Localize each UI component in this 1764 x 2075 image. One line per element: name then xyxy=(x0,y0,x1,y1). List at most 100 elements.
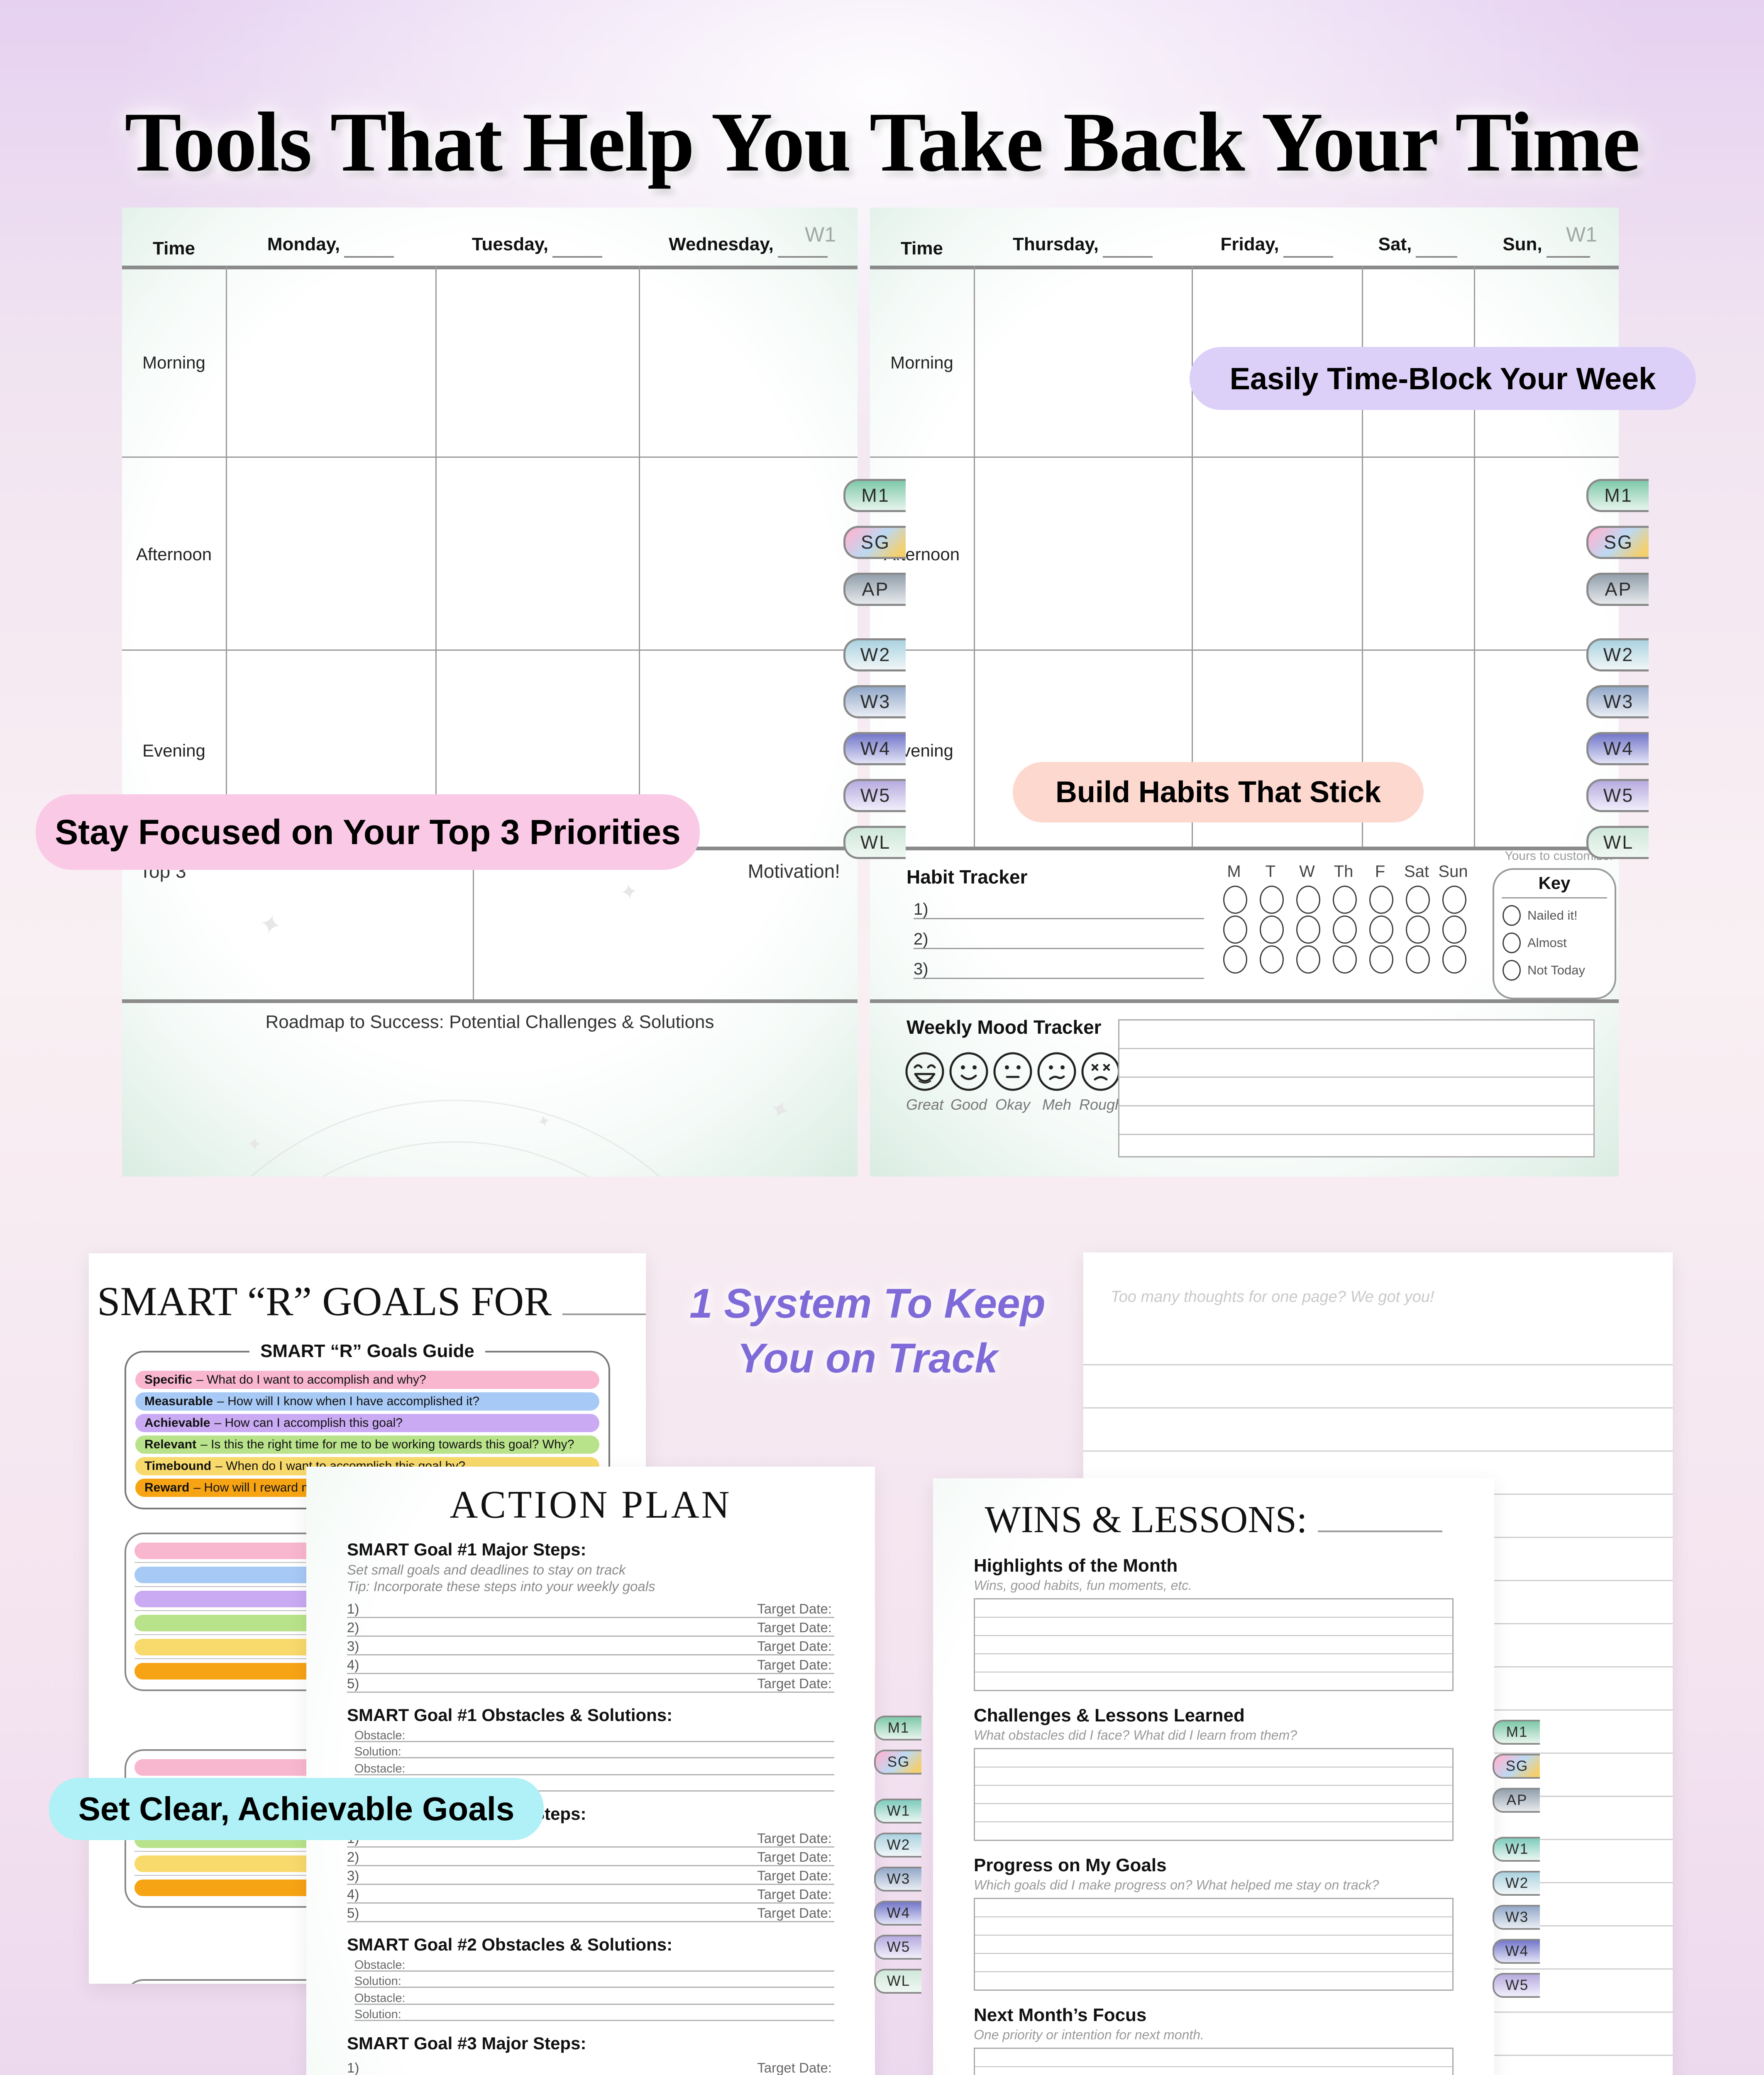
writing-line[interactable] xyxy=(975,1936,1452,1954)
tab-ap[interactable]: AP xyxy=(1493,1788,1540,1813)
writing-line[interactable] xyxy=(975,1654,1452,1672)
tab-w5[interactable]: W5 xyxy=(1586,779,1649,812)
tab-m1[interactable]: M1 xyxy=(874,1716,921,1741)
habit-circle[interactable] xyxy=(1296,886,1320,914)
habit-circle[interactable] xyxy=(1442,915,1466,944)
month-blank-line[interactable] xyxy=(562,1313,646,1315)
tab-m1[interactable]: M1 xyxy=(1493,1720,1540,1745)
tab-w2[interactable]: W2 xyxy=(1493,1871,1540,1896)
note-line[interactable] xyxy=(1119,1049,1593,1078)
mood-okay[interactable]: Okay xyxy=(991,1051,1034,1113)
month-blank-line[interactable] xyxy=(1318,1531,1443,1532)
writing-line[interactable] xyxy=(975,1786,1452,1804)
date-blank-line[interactable] xyxy=(777,256,828,258)
mood-great[interactable]: Great xyxy=(903,1051,946,1113)
step-line[interactable]: 3) Target Date: xyxy=(347,1637,834,1655)
habit-circle[interactable] xyxy=(1406,886,1430,914)
writing-line[interactable] xyxy=(975,1917,1452,1936)
habit-circle[interactable] xyxy=(1442,945,1466,974)
tab-m1[interactable]: M1 xyxy=(1586,479,1649,512)
tab-w3[interactable]: W3 xyxy=(1493,1905,1540,1930)
step-line[interactable]: 5) Target Date: xyxy=(347,1674,834,1693)
habit-name-line[interactable]: 1) xyxy=(914,897,1204,919)
obstacle-line[interactable]: Obstacle: xyxy=(354,1991,834,2005)
tab-w5[interactable]: W5 xyxy=(843,779,906,812)
step-line[interactable]: 1) Target Date: xyxy=(347,2058,834,2075)
date-blank-line[interactable] xyxy=(1546,256,1590,258)
step-line[interactable]: 5) Target Date: xyxy=(347,1904,834,1922)
writing-line[interactable] xyxy=(975,1804,1452,1822)
note-line[interactable] xyxy=(1119,1135,1593,1162)
habit-circle[interactable] xyxy=(1296,915,1320,944)
note-line[interactable] xyxy=(1119,1106,1593,1135)
date-blank-line[interactable] xyxy=(1283,256,1333,258)
writing-line[interactable] xyxy=(975,1599,1452,1618)
habit-circle[interactable] xyxy=(1296,945,1320,974)
writing-line[interactable] xyxy=(975,1618,1452,1636)
date-blank-line[interactable] xyxy=(1416,256,1458,258)
habit-circle[interactable] xyxy=(1369,945,1393,974)
tab-w2[interactable]: W2 xyxy=(874,1833,921,1858)
habit-circle[interactable] xyxy=(1223,915,1247,944)
habit-circle[interactable] xyxy=(1369,886,1393,914)
step-line[interactable]: 3) Target Date: xyxy=(347,1866,834,1885)
writing-line[interactable] xyxy=(975,2049,1452,2067)
tab-sg[interactable]: SG xyxy=(843,526,906,559)
step-line[interactable]: 4) Target Date: xyxy=(347,1885,834,1904)
writing-line[interactable] xyxy=(975,1767,1452,1786)
date-blank-line[interactable] xyxy=(1103,256,1153,258)
tab-sg[interactable]: SG xyxy=(874,1750,921,1775)
tab-wl[interactable]: WL xyxy=(843,826,906,859)
rough-face-icon[interactable] xyxy=(1080,1051,1121,1092)
habit-circle[interactable] xyxy=(1260,886,1284,914)
tab-w2[interactable]: W2 xyxy=(843,638,906,671)
tab-w4[interactable]: W4 xyxy=(1586,732,1649,765)
tab-wl[interactable]: WL xyxy=(874,1969,921,1994)
writing-line[interactable] xyxy=(975,1899,1452,1917)
habit-name-line[interactable]: 3) xyxy=(914,957,1204,979)
habit-circle[interactable] xyxy=(1406,945,1430,974)
tab-sg[interactable]: SG xyxy=(1586,526,1649,559)
meh-face-icon[interactable] xyxy=(1036,1051,1077,1092)
tab-sg[interactable]: SG xyxy=(1493,1754,1540,1779)
tab-w4[interactable]: W4 xyxy=(1493,1939,1540,1964)
tab-w3[interactable]: W3 xyxy=(874,1867,921,1892)
date-blank-line[interactable] xyxy=(344,256,394,258)
habit-circle[interactable] xyxy=(1260,945,1284,974)
tab-wl[interactable]: WL xyxy=(1586,826,1649,859)
writing-line[interactable] xyxy=(975,1954,1452,1972)
obstacle-line[interactable]: Obstacle: xyxy=(354,1958,834,1972)
habit-circle[interactable] xyxy=(1333,915,1357,944)
step-line[interactable]: 1) Target Date: xyxy=(347,1599,834,1618)
habit-circle[interactable] xyxy=(1223,886,1247,914)
tab-w5[interactable]: W5 xyxy=(1493,1973,1540,1998)
tab-w2[interactable]: W2 xyxy=(1586,638,1649,671)
neutral-face-icon[interactable] xyxy=(992,1051,1033,1092)
habit-circle[interactable] xyxy=(1369,915,1393,944)
tab-m1[interactable]: M1 xyxy=(843,479,906,512)
writing-line[interactable] xyxy=(975,2067,1452,2075)
step-line[interactable]: 4) Target Date: xyxy=(347,1655,834,1674)
habit-circle[interactable] xyxy=(1333,945,1357,974)
step-line[interactable]: 2) Target Date: xyxy=(347,1618,834,1637)
solution-line[interactable]: Solution: xyxy=(354,1974,834,1988)
tab-w3[interactable]: W3 xyxy=(1586,685,1649,718)
note-line[interactable] xyxy=(1119,1078,1593,1106)
writing-line[interactable] xyxy=(975,1636,1452,1654)
step-line[interactable]: 2) Target Date: xyxy=(347,1848,834,1866)
habit-circle[interactable] xyxy=(1406,915,1430,944)
solution-line[interactable]: Solution: xyxy=(354,1745,834,1758)
habit-circle[interactable] xyxy=(1333,886,1357,914)
writing-line[interactable] xyxy=(975,1822,1452,1840)
tab-w4[interactable]: W4 xyxy=(874,1901,921,1926)
tab-w1[interactable]: W1 xyxy=(1493,1837,1540,1862)
tab-w3[interactable]: W3 xyxy=(843,685,906,718)
writing-line[interactable] xyxy=(975,1749,1452,1767)
mood-rough[interactable]: Rough xyxy=(1079,1051,1123,1113)
date-blank-line[interactable] xyxy=(552,256,603,258)
obstacle-line[interactable]: Obstacle: xyxy=(354,1762,834,1775)
habit-name-line[interactable]: 2) xyxy=(914,927,1204,949)
tab-w5[interactable]: W5 xyxy=(874,1935,921,1960)
tab-ap[interactable]: AP xyxy=(1586,573,1649,606)
mood-meh[interactable]: Meh xyxy=(1035,1051,1078,1113)
